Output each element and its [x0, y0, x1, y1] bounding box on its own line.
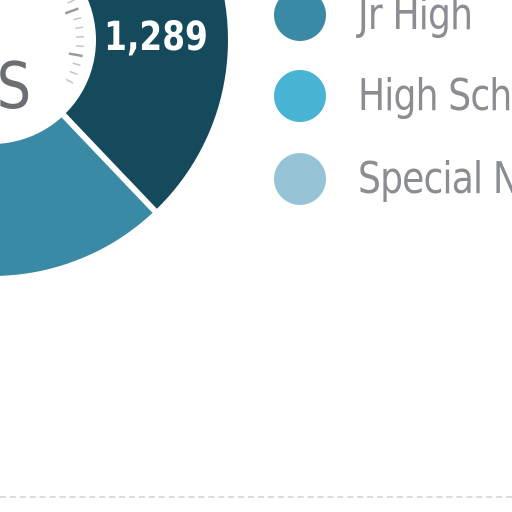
legend-label: Jr High: [358, 0, 473, 40]
donut-segment-1: [64, 0, 228, 210]
dial-tick: [68, 52, 83, 58]
donut-group: [0, 0, 228, 276]
dial-tick: [72, 62, 81, 67]
legend-label: High Scho: [358, 70, 512, 121]
dial-tick: [75, 45, 84, 48]
dial-tick: [67, 0, 76, 4]
center-label: S: [0, 50, 31, 124]
segment-separator: [60, 111, 159, 215]
legend-label: Special N: [358, 153, 512, 204]
dial-tick: [69, 70, 78, 76]
legend-swatch: [274, 153, 326, 205]
donut-segment-2: [0, 115, 154, 276]
legend-swatch: [274, 0, 326, 41]
dial-tick: [64, 7, 79, 15]
dial-tick: [65, 78, 74, 84]
legend: Jr High High Scho Special N: [274, 0, 512, 230]
dial-tick: [75, 26, 84, 30]
footer-divider: [0, 496, 512, 498]
legend-swatch: [274, 70, 326, 122]
dial-tick: [73, 17, 82, 21]
segment-value-label: 1,289: [104, 13, 208, 60]
center-dial-ticks: [64, 0, 84, 84]
